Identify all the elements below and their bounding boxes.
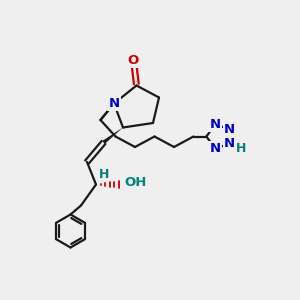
- Text: N: N: [224, 123, 235, 136]
- Text: OH: OH: [124, 176, 146, 190]
- Text: N: N: [224, 137, 235, 150]
- Text: H: H: [99, 168, 110, 182]
- Text: O: O: [128, 53, 139, 67]
- Polygon shape: [102, 128, 123, 144]
- Text: H: H: [236, 142, 246, 155]
- Text: N: N: [108, 97, 120, 110]
- Text: N: N: [209, 118, 221, 131]
- Text: N: N: [209, 142, 221, 155]
